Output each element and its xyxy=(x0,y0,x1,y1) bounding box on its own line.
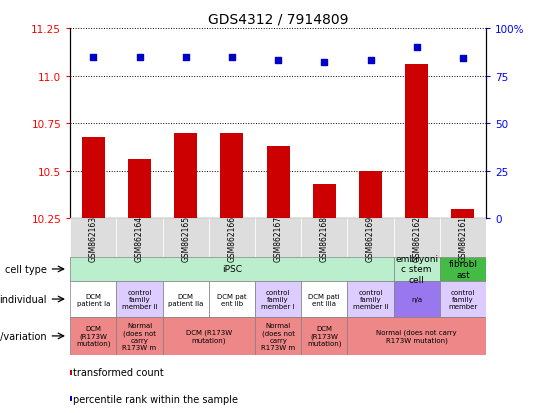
Point xyxy=(274,58,282,64)
Text: control
family
member I: control family member I xyxy=(261,290,295,309)
Text: GSM862168: GSM862168 xyxy=(320,215,329,261)
Bar xyxy=(394,257,440,282)
Text: Normal
(does not
carry
R173W m: Normal (does not carry R173W m xyxy=(123,323,157,350)
Bar xyxy=(70,219,117,257)
Point xyxy=(366,58,375,64)
Text: GSM862166: GSM862166 xyxy=(227,215,237,261)
Text: DCM
(R173W
mutation): DCM (R173W mutation) xyxy=(76,325,111,347)
Bar xyxy=(209,219,255,257)
Bar xyxy=(128,160,151,219)
Bar xyxy=(209,282,255,317)
Bar xyxy=(440,282,486,317)
Text: n/a: n/a xyxy=(411,296,422,302)
Bar xyxy=(255,317,301,355)
Bar xyxy=(82,137,105,219)
Bar xyxy=(70,257,394,282)
Point xyxy=(89,54,98,61)
Text: individual: individual xyxy=(0,294,47,304)
Bar xyxy=(394,219,440,257)
Bar xyxy=(347,317,486,355)
Text: control
family
member II: control family member II xyxy=(353,290,388,309)
Text: percentile rank within the sample: percentile rank within the sample xyxy=(73,394,238,404)
Text: genotype/variation: genotype/variation xyxy=(0,331,47,341)
Bar xyxy=(347,282,394,317)
Bar xyxy=(301,282,347,317)
Bar xyxy=(117,282,163,317)
Bar xyxy=(255,282,301,317)
Text: GSM862169: GSM862169 xyxy=(366,215,375,261)
Bar xyxy=(174,133,197,219)
Text: cell type: cell type xyxy=(5,264,47,274)
Bar xyxy=(70,317,117,355)
Text: DCM (R173W
mutation): DCM (R173W mutation) xyxy=(186,329,232,343)
Bar xyxy=(405,65,428,219)
Text: GSM862167: GSM862167 xyxy=(274,215,282,261)
Point xyxy=(227,54,236,61)
Title: GDS4312 / 7914809: GDS4312 / 7914809 xyxy=(208,12,348,26)
Text: DCM
patient Ia: DCM patient Ia xyxy=(77,293,110,306)
Text: DCM
(R173W
mutation): DCM (R173W mutation) xyxy=(307,325,341,347)
Text: DCM
patient IIa: DCM patient IIa xyxy=(168,293,204,306)
Bar xyxy=(117,219,163,257)
Text: GSM862162: GSM862162 xyxy=(412,215,421,261)
Text: DCM pat
ent IIb: DCM pat ent IIb xyxy=(217,293,247,306)
Bar xyxy=(359,171,382,219)
Bar xyxy=(301,317,347,355)
Point xyxy=(458,56,467,63)
Bar xyxy=(440,257,486,282)
Text: GSM862165: GSM862165 xyxy=(181,215,190,261)
Text: Normal
(does not
carry
R173W m: Normal (does not carry R173W m xyxy=(261,323,295,350)
Text: embryoni
c stem
cell: embryoni c stem cell xyxy=(395,254,438,284)
Text: GSM862164: GSM862164 xyxy=(135,215,144,261)
Bar xyxy=(70,282,117,317)
Point xyxy=(413,45,421,51)
Text: fibrobl
ast: fibrobl ast xyxy=(448,260,477,279)
Bar xyxy=(163,219,209,257)
Text: transformed count: transformed count xyxy=(73,368,164,377)
Bar xyxy=(313,185,336,219)
Bar xyxy=(394,282,440,317)
Point xyxy=(135,54,144,61)
Text: control
family
member: control family member xyxy=(448,290,477,309)
Bar xyxy=(267,147,289,219)
Bar xyxy=(301,219,347,257)
Text: DCM pati
ent IIIa: DCM pati ent IIIa xyxy=(308,293,340,306)
Bar xyxy=(255,219,301,257)
Point xyxy=(320,60,329,66)
Text: GSM862161: GSM862161 xyxy=(458,215,468,261)
Text: GSM862163: GSM862163 xyxy=(89,215,98,261)
Bar xyxy=(451,209,475,219)
Point xyxy=(181,54,190,61)
Text: control
family
member II: control family member II xyxy=(122,290,157,309)
Bar xyxy=(220,133,244,219)
Bar xyxy=(70,370,72,375)
Bar xyxy=(70,396,72,401)
Bar xyxy=(117,317,163,355)
Text: iPSC: iPSC xyxy=(222,265,242,274)
Bar xyxy=(163,282,209,317)
Bar xyxy=(440,219,486,257)
Bar xyxy=(347,219,394,257)
Bar xyxy=(163,317,255,355)
Text: Normal (does not carry
R173W mutation): Normal (does not carry R173W mutation) xyxy=(376,329,457,343)
